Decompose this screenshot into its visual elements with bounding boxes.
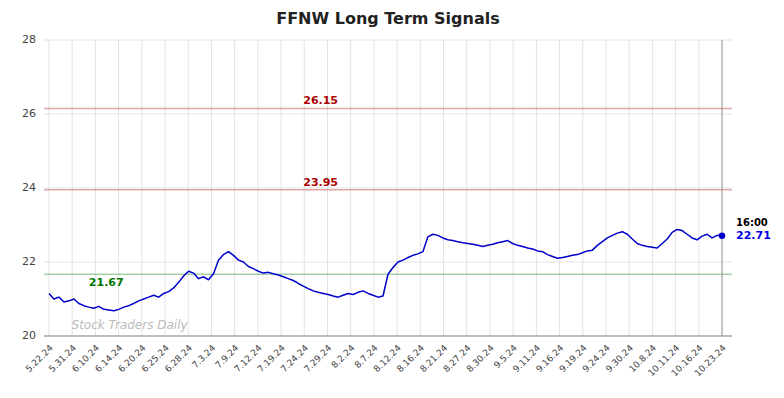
end-time-label: 16:00	[736, 217, 768, 228]
x-grid-line	[443, 40, 444, 336]
x-grid-line	[722, 40, 723, 336]
price-line	[49, 229, 722, 310]
x-grid-line	[629, 40, 630, 336]
x-tick-label: 10.23.24	[693, 343, 729, 379]
x-grid-line	[165, 40, 166, 336]
x-tick-label: 8.2.24	[329, 343, 357, 371]
y-tick-label: 22	[22, 255, 36, 268]
x-grid-line	[211, 40, 212, 336]
x-grid-line	[420, 40, 421, 336]
x-grid-line	[489, 40, 490, 336]
x-grid-line	[141, 40, 142, 336]
x-grid-line	[118, 40, 119, 336]
level-labels: 26.15 23.95 21.67	[89, 94, 338, 289]
x-grid-line	[652, 40, 653, 336]
end-labels: 16:0022.71	[736, 217, 771, 242]
level-line	[44, 108, 732, 110]
x-grid-line	[95, 40, 96, 336]
y-axis: 20 22 24 26 28	[22, 33, 36, 342]
x-grid-line	[188, 40, 189, 336]
x-grid-line	[257, 40, 258, 336]
level-label: 26.15	[303, 94, 338, 107]
end-dot	[719, 233, 725, 239]
watermark: Stock Traders Daily	[72, 318, 189, 332]
x-grid-line	[559, 40, 560, 336]
end-price-label: 22.71	[736, 229, 771, 242]
x-axis: 5.22.245.31.246.10.246.14.246.20.246.25.…	[24, 336, 732, 378]
y-tick-label: 20	[22, 329, 36, 342]
x-grid-line	[48, 40, 49, 336]
x-grid-line	[397, 40, 398, 336]
y-grid-line	[44, 336, 732, 337]
x-grid-line	[350, 40, 351, 336]
x-grid-line	[234, 40, 235, 336]
last-point-line	[722, 40, 723, 336]
x-grid-line	[72, 40, 73, 336]
x-grid-line	[698, 40, 699, 336]
x-grid-line	[281, 40, 282, 336]
y-tick-label: 26	[22, 107, 36, 120]
x-grid-line	[675, 40, 676, 336]
x-grid-line	[582, 40, 583, 336]
x-grid-line	[605, 40, 606, 336]
x-grid-line	[466, 40, 467, 336]
y-tick-label: 24	[22, 181, 36, 194]
chart: FFNW Long Term Signals 20 22 24 26 28 5.22.245…	[0, 0, 784, 398]
x-grid-line	[373, 40, 374, 336]
grid	[44, 40, 732, 336]
x-grid-line	[513, 40, 514, 336]
x-tick-label: 7.3.24	[190, 343, 218, 371]
x-grid-line	[536, 40, 537, 336]
level-label: 23.95	[303, 176, 338, 189]
x-tick-label: 6.28.24	[163, 343, 195, 375]
title: FFNW Long Term Signals	[276, 9, 500, 28]
y-tick-label: 28	[22, 33, 36, 46]
x-axis-line	[44, 336, 732, 337]
x-tick-label: 7.29.24	[302, 343, 334, 375]
x-tick-label: 8.30.24	[465, 343, 497, 375]
plot-area	[44, 40, 732, 336]
level-label: 21.67	[89, 276, 124, 289]
level-line	[44, 189, 732, 191]
